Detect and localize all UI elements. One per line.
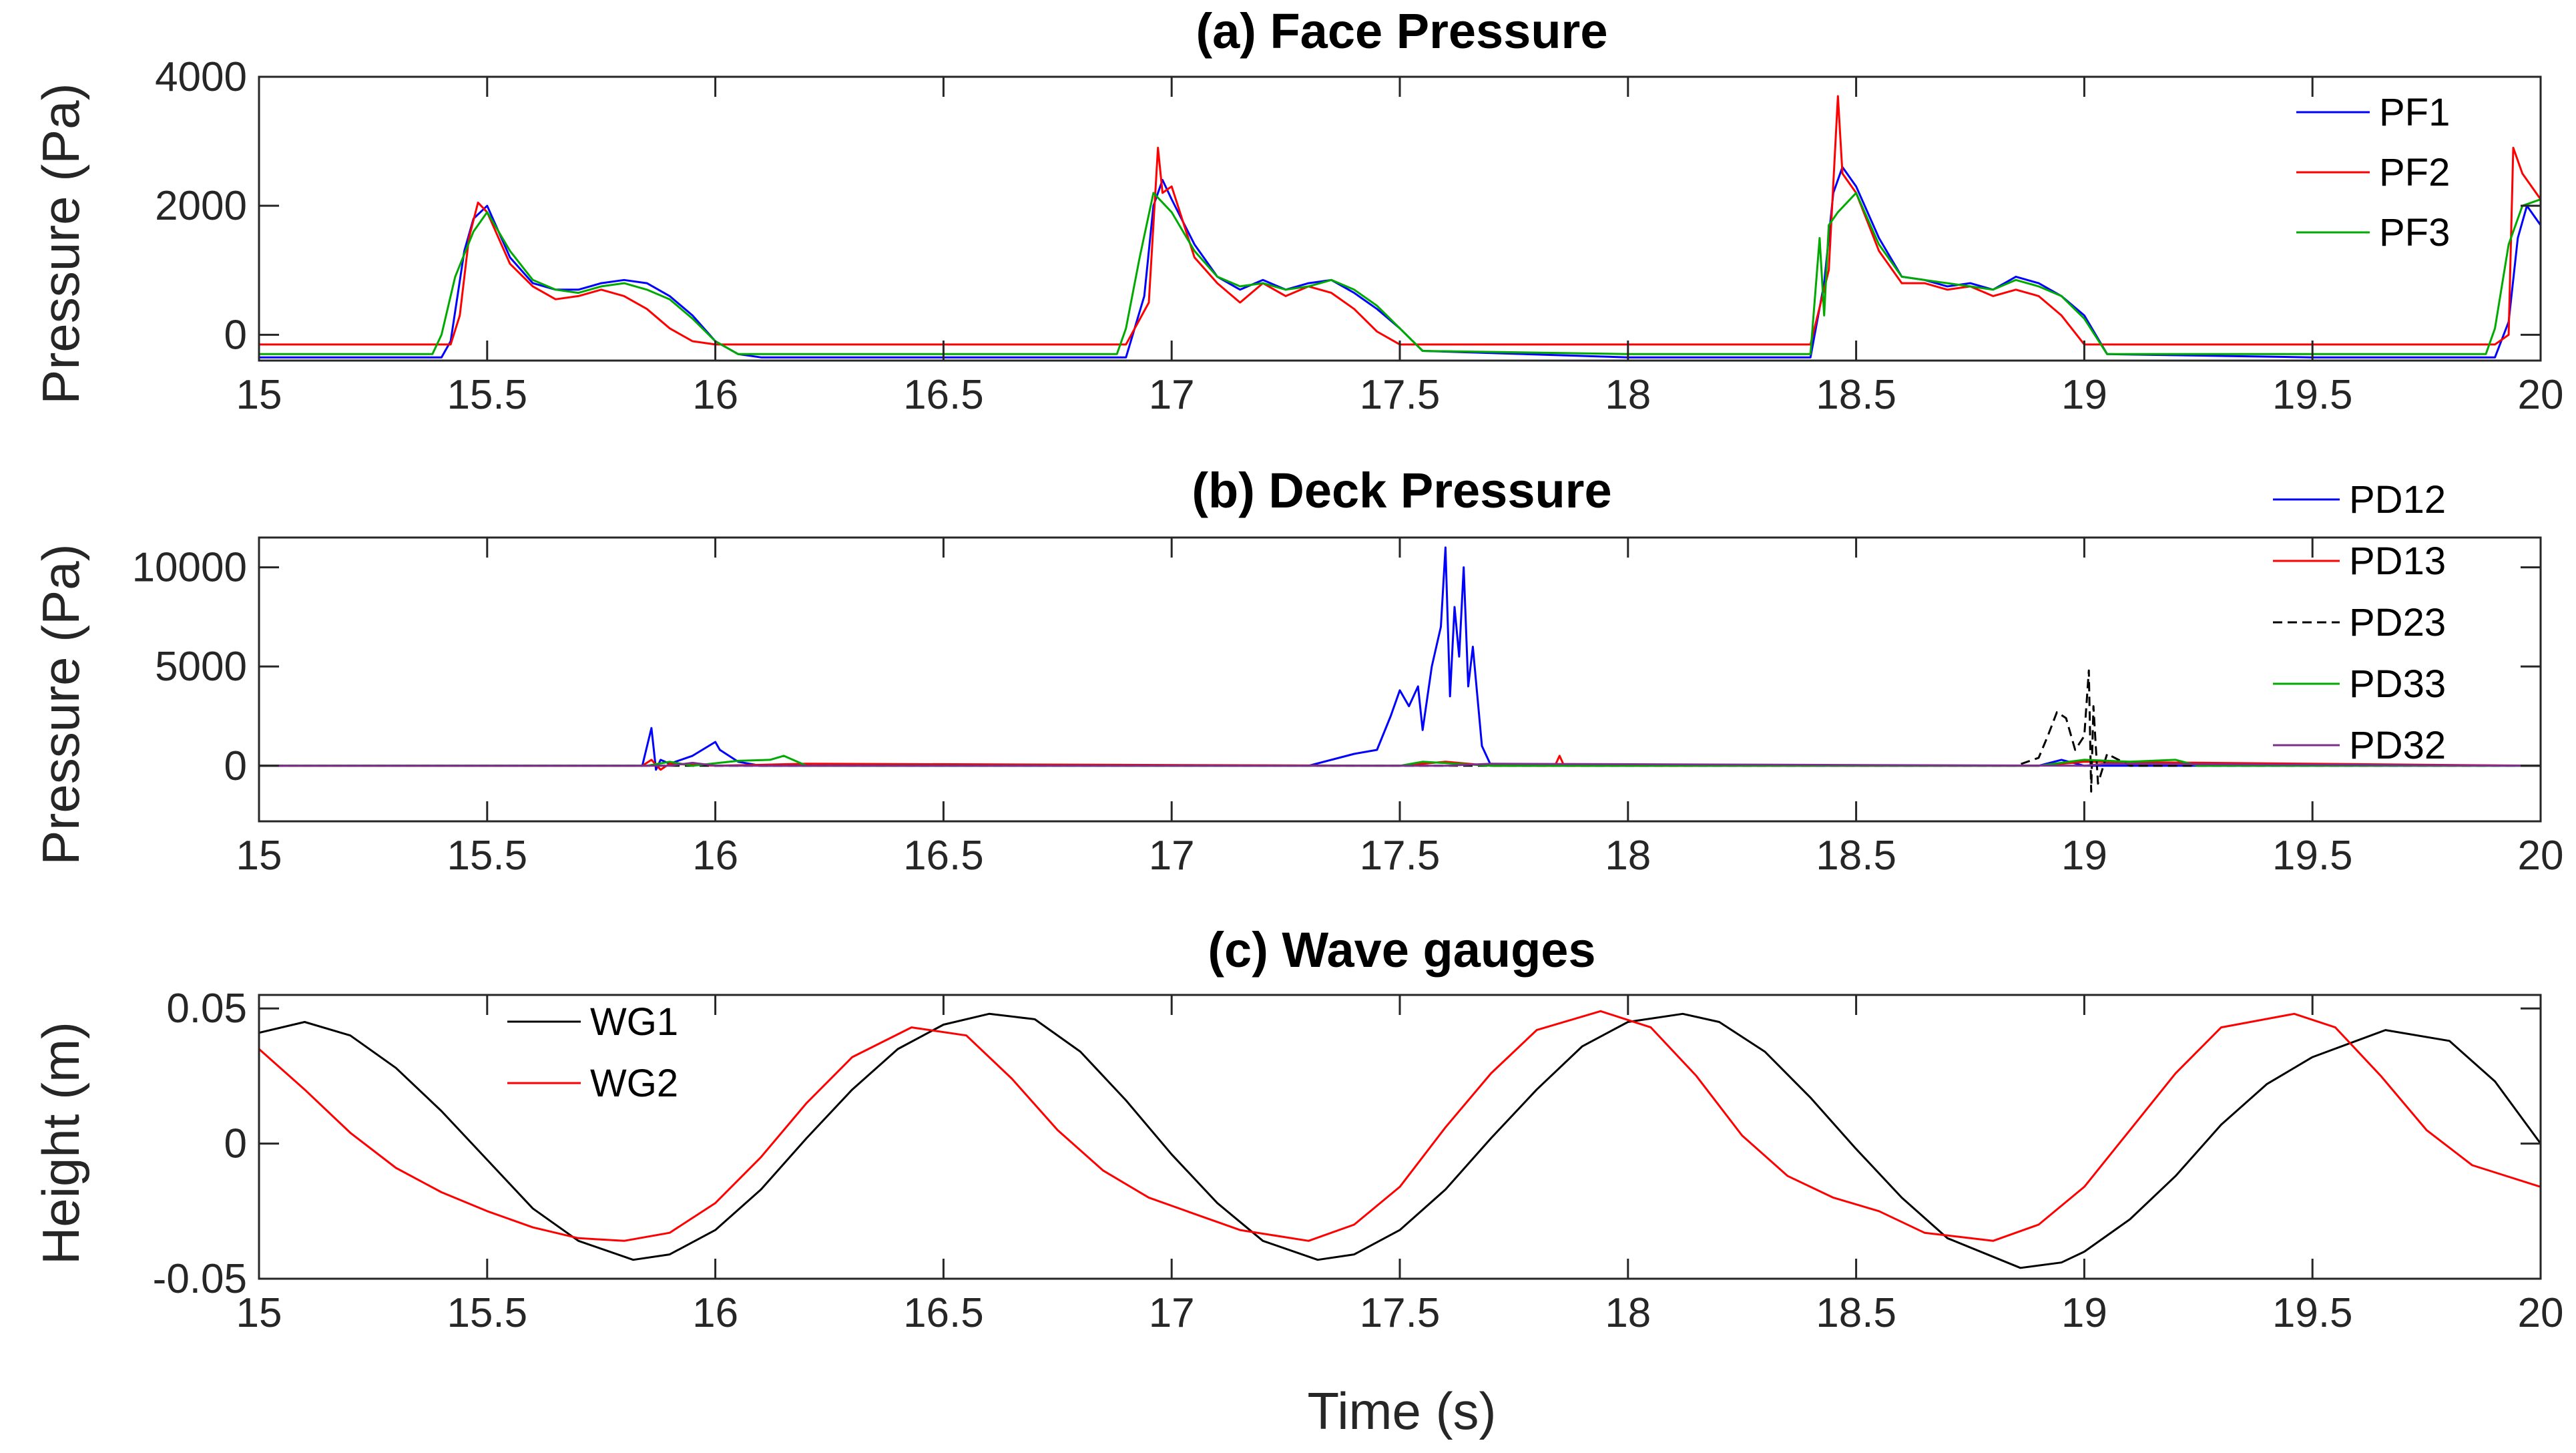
deck-pressure-x-tick-label: 16.5 [903, 833, 984, 879]
wave-gauges-xlabel: Time (s) [1307, 1382, 1496, 1440]
deck-pressure-x-tick-label: 19.5 [2272, 833, 2353, 879]
deck-pressure-legend-label-pd32: PD32 [2349, 724, 2446, 767]
wave-gauges-x-tick-label: 15.5 [447, 1290, 527, 1336]
wave-gauges-x-tick-label: 16.5 [903, 1290, 984, 1336]
face-pressure-x-tick-label: 17 [1149, 372, 1195, 418]
deck-pressure-legend-label-pd12: PD12 [2349, 478, 2446, 522]
face-pressure-x-tick-label: 19.5 [2272, 372, 2353, 418]
wave-gauges-series-group [259, 1010, 2541, 1269]
wave-gauges-x-tick-label: 15 [236, 1290, 282, 1336]
deck-pressure-y-tick-label: 5000 [155, 644, 247, 690]
wave-gauges-x-tick-label: 19.5 [2272, 1290, 2353, 1336]
deck-pressure-x-tick-label: 18.5 [1816, 833, 1896, 879]
wave-gauges-series-wg2-line [259, 1010, 2541, 1242]
face-pressure-series-pf1-line [259, 166, 2541, 359]
deck-pressure-title: (b) Deck Pressure [1192, 463, 1611, 518]
wave-gauges-series-wg1-line [259, 1012, 2541, 1269]
deck-pressure-legend-label-pd33: PD33 [2349, 662, 2446, 706]
wave-gauges-ylabel: Height (m) [31, 1022, 90, 1265]
deck-pressure-x-tick-label: 17.5 [1360, 833, 1441, 879]
wave-gauges-y-tick-label: 0 [224, 1121, 247, 1167]
deck-pressure-series-pd32-line [259, 761, 2541, 767]
deck-pressure-ylabel: Pressure (Pa) [31, 544, 90, 865]
deck-pressure-x-tick-label: 17 [1149, 833, 1195, 879]
wave-gauges-title: (c) Wave gauges [1208, 922, 1595, 978]
face-pressure-y-tick-label: 0 [224, 312, 247, 358]
deck-pressure-legend: PD12 PD13 PD23 PD33 PD32 [2273, 478, 2446, 767]
face-pressure-x-tick-label: 15.5 [447, 372, 527, 418]
wave-gauges-legend-label-wg2: WG2 [590, 1062, 678, 1105]
deck-pressure-x-tick-label: 15 [236, 833, 282, 879]
face-pressure-series-pf2-line [259, 95, 2541, 346]
wave-gauges-x-tick-label: 20 [2518, 1290, 2564, 1336]
deck-pressure-x-tick-label: 15.5 [447, 833, 527, 879]
face-pressure-legend: PF1 PF2 PF3 [2296, 91, 2450, 254]
wave-gauges-legend-label-wg1: WG1 [590, 1000, 678, 1044]
deck-pressure-x-tick-label: 18 [1605, 833, 1651, 879]
wave-gauges-x-tick-label: 19 [2061, 1290, 2107, 1336]
wave-gauges-y-tick-label: -0.05 [153, 1256, 247, 1302]
face-pressure-panel: (a) Face Pressure Pressure (Pa) 15 15.5 16… [31, 3, 2563, 418]
face-pressure-x-tick-label: 15 [236, 372, 282, 418]
face-pressure-series-group [259, 95, 2541, 359]
wave-gauges-panel: (c) Wave gauges Height (m) Time (s) 15 15… [31, 922, 2563, 1440]
face-pressure-x-tick-label: 18.5 [1816, 372, 1896, 418]
deck-pressure-x-tick-label: 19 [2061, 833, 2107, 879]
wave-gauges-x-tick-label: 16 [692, 1290, 738, 1336]
face-pressure-legend-label-pf2: PF2 [2379, 151, 2450, 194]
face-pressure-x-tick-label: 18 [1605, 372, 1651, 418]
deck-pressure-y-tick-label: 10000 [132, 545, 247, 591]
deck-pressure-series-pd12-line [259, 546, 2541, 771]
deck-pressure-legend-label-pd13: PD13 [2349, 540, 2446, 583]
wave-gauges-y-tick-label: 0.05 [166, 986, 247, 1032]
deck-pressure-x-tick-label: 16 [692, 833, 738, 879]
deck-pressure-series-group [259, 546, 2541, 793]
face-pressure-legend-label-pf3: PF3 [2379, 211, 2450, 254]
face-pressure-y-tick-label: 2000 [155, 183, 247, 229]
face-pressure-x-tick-label: 16 [692, 372, 738, 418]
deck-pressure-panel: (b) Deck Pressure Pressure (Pa) 15 15.5 16… [31, 463, 2563, 879]
deck-pressure-y-tick-label: 0 [224, 743, 247, 789]
wave-gauges-x-tick-label: 17 [1149, 1290, 1195, 1336]
face-pressure-x-tick-label: 19 [2061, 372, 2107, 418]
face-pressure-series-pf3-line [259, 192, 2541, 355]
face-pressure-x-tick-label: 20 [2518, 372, 2564, 418]
deck-pressure-x-tick-label: 20 [2518, 833, 2564, 879]
wave-gauges-x-tick-label: 18.5 [1816, 1290, 1896, 1336]
face-pressure-title: (a) Face Pressure [1196, 3, 1607, 59]
face-pressure-ylabel: Pressure (Pa) [31, 83, 90, 404]
wave-gauges-x-tick-label: 18 [1605, 1290, 1651, 1336]
face-pressure-legend-label-pf1: PF1 [2379, 91, 2450, 134]
deck-pressure-legend-label-pd23: PD23 [2349, 601, 2446, 644]
face-pressure-x-tick-label: 16.5 [903, 372, 984, 418]
wave-gauges-x-tick-label: 17.5 [1360, 1290, 1441, 1336]
face-pressure-y-tick-label: 4000 [155, 54, 247, 100]
face-pressure-x-tick-label: 17.5 [1360, 372, 1441, 418]
